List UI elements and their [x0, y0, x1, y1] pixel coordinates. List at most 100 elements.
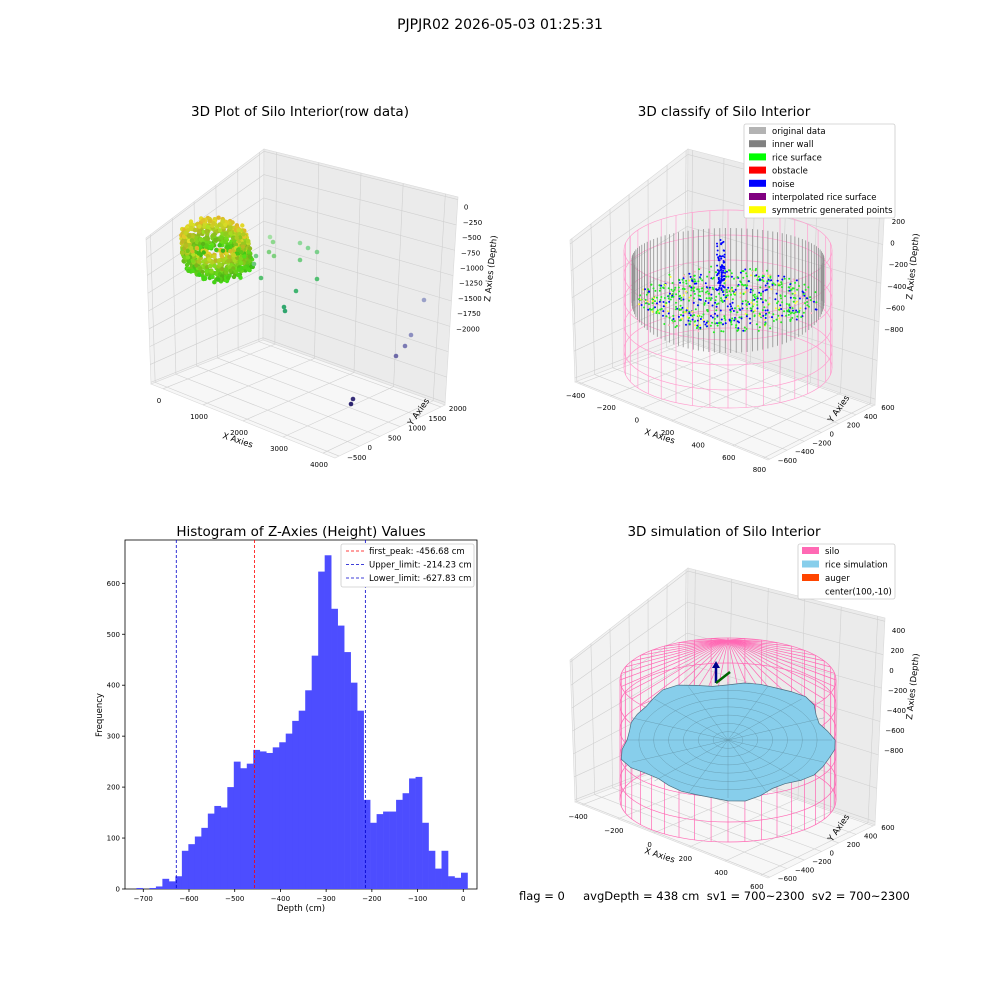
p2-ztick: −200: [889, 261, 908, 269]
class-point: [677, 315, 680, 318]
raw-point: [226, 244, 231, 250]
class-point: [761, 275, 764, 278]
class-point: [720, 330, 723, 333]
raw-point: [180, 250, 185, 256]
class-point: [745, 303, 748, 306]
class-point: [763, 273, 766, 276]
raw-point: [200, 269, 205, 275]
class-point: [793, 312, 795, 315]
histogram-bar: [266, 752, 274, 889]
histogram-bar: [214, 805, 222, 889]
histogram-bar: [227, 787, 235, 889]
p2-ztick: −800: [884, 326, 903, 334]
histogram-bar: [402, 793, 410, 889]
class-point: [775, 292, 778, 295]
class-point: [766, 309, 769, 312]
raw-point: [190, 249, 195, 254]
class-point: [724, 279, 727, 282]
legend-label: interpolated rice surface: [772, 193, 877, 203]
histogram-bar: [292, 720, 300, 889]
histogram-bar: [409, 778, 416, 889]
class-point: [722, 293, 725, 296]
legend-label: Lower_limit: -627.83 cm: [369, 574, 471, 584]
class-point: [753, 296, 756, 298]
class-point: [674, 308, 677, 311]
p2-ztick: −400: [887, 283, 906, 291]
class-point: [780, 321, 783, 324]
class-point: [734, 293, 736, 296]
raw-point: [201, 218, 206, 223]
class-point: [795, 300, 798, 303]
class-point: [742, 270, 745, 273]
class-point: [814, 308, 817, 311]
class-point: [696, 319, 699, 322]
rice-mesh: [654, 698, 729, 741]
class-point: [761, 301, 764, 304]
class-point: [671, 319, 674, 322]
raw-point: [267, 234, 273, 240]
rice-surface: [620, 682, 836, 802]
histogram-bar: [272, 747, 280, 889]
silo-roof: [727, 639, 837, 681]
p4-ytick: 200: [847, 841, 860, 849]
noise-point: [718, 270, 721, 273]
legend-swatch: [802, 547, 819, 554]
class-point: [725, 270, 728, 273]
raw-point: [198, 266, 203, 271]
histogram-bar: [389, 811, 397, 889]
class-point: [688, 312, 691, 315]
p1-ztick: −1750: [457, 310, 481, 318]
class-point: [693, 297, 695, 300]
class-point: [741, 300, 744, 303]
histogram-title: Histogram of Z-Axies (Height) Values: [176, 524, 425, 540]
class-point: [788, 289, 791, 292]
class-point: [678, 290, 681, 293]
raw-point: [281, 304, 287, 310]
p4-ytick: 600: [881, 824, 894, 832]
class-point: [774, 307, 777, 310]
histogram-bar: [298, 710, 306, 889]
histogram-bar: [155, 886, 163, 889]
class-point: [769, 273, 772, 276]
class-point: [662, 286, 665, 289]
class-point: [783, 310, 786, 313]
silo-roof: [727, 639, 835, 687]
raw-point: [226, 258, 231, 264]
raw-point: [204, 229, 209, 234]
class-point: [726, 298, 728, 300]
class-point: [810, 312, 813, 315]
class-point: [651, 298, 654, 301]
p2-ztick: −600: [886, 304, 905, 312]
p4-xtick: 600: [750, 883, 763, 891]
raw-point: [211, 221, 216, 226]
class-point: [710, 297, 713, 300]
rice-mesh: [727, 686, 768, 741]
raw-point: [205, 224, 210, 230]
class-point: [722, 330, 725, 333]
histogram-bar: [305, 690, 312, 889]
raw-point: [282, 308, 288, 314]
raw-point: [196, 259, 202, 264]
class-point: [711, 321, 713, 324]
class-point: [701, 284, 704, 287]
silo-roof: [640, 639, 729, 656]
class-point: [702, 313, 705, 316]
class-point: [744, 312, 747, 315]
class-point: [642, 292, 645, 295]
histogram-legend: first_peak: -456.68 cm Upper_limit: -214.…: [340, 543, 475, 588]
class-point: [729, 303, 732, 306]
class-point: [736, 285, 739, 287]
p1-ztick: −750: [461, 249, 480, 257]
class-point: [714, 301, 717, 304]
inner-wall-points: [631, 228, 825, 353]
class-point: [668, 273, 671, 276]
class-point: [742, 293, 745, 295]
raw-point: [183, 230, 188, 235]
class-point: [792, 300, 795, 303]
class-point: [787, 286, 790, 289]
class-point: [736, 311, 739, 314]
class-point: [796, 288, 799, 291]
silo-wireframe: [623, 209, 833, 409]
histogram-bar: [201, 827, 209, 889]
noise-point: [717, 272, 719, 275]
